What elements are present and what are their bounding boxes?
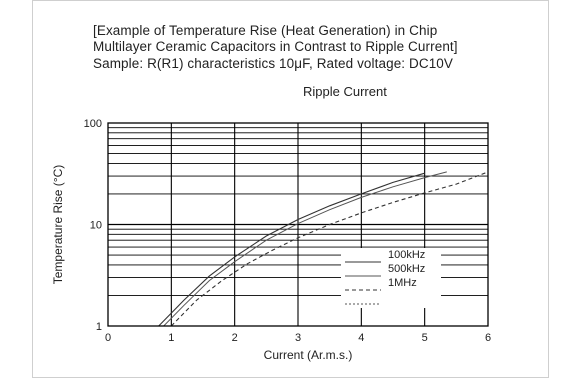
x-axis-label: Current (Ar.m.s.) bbox=[264, 348, 353, 362]
legend-label-100khz: 100kHz bbox=[388, 249, 425, 261]
header-line-2: Multilayer Ceramic Capacitors in Contras… bbox=[93, 39, 458, 54]
header-line-3: Sample: R(R1) characteristics 10μF, Rate… bbox=[93, 56, 454, 71]
series-line-100khz bbox=[158, 172, 425, 327]
x-tick-label-4: 4 bbox=[358, 332, 364, 344]
y-tick-label-1: 1 bbox=[96, 321, 102, 333]
y-tick-label-10: 10 bbox=[90, 220, 102, 232]
y-tick-label-100: 100 bbox=[84, 118, 102, 130]
x-tick-label-0: 0 bbox=[105, 332, 111, 344]
x-tick-label-5: 5 bbox=[422, 332, 428, 344]
series-line-500khz bbox=[163, 171, 447, 327]
curves bbox=[158, 171, 489, 327]
chart-title: Ripple Current bbox=[303, 84, 387, 99]
series-line-1mhz bbox=[170, 171, 489, 327]
legend-label-500khz: 500kHz bbox=[388, 263, 425, 275]
x-tick-label-6: 6 bbox=[485, 332, 491, 344]
chart-frame: [Example of Temperature Rise (Heat Gener… bbox=[32, 0, 549, 378]
legend-box bbox=[341, 248, 441, 308]
x-tick-label-1: 1 bbox=[168, 332, 174, 344]
x-tick-label-2: 2 bbox=[232, 332, 238, 344]
legend-label-1mhz: 1MHz bbox=[388, 277, 417, 289]
legend: 100kHz 500kHz 1MHz bbox=[341, 248, 441, 308]
x-tick-label-3: 3 bbox=[295, 332, 301, 344]
header-line-1: [Example of Temperature Rise (Heat Gener… bbox=[93, 23, 438, 38]
y-axis-label: Temperature Rise (°C) bbox=[51, 165, 65, 285]
plot-border bbox=[107, 122, 489, 327]
